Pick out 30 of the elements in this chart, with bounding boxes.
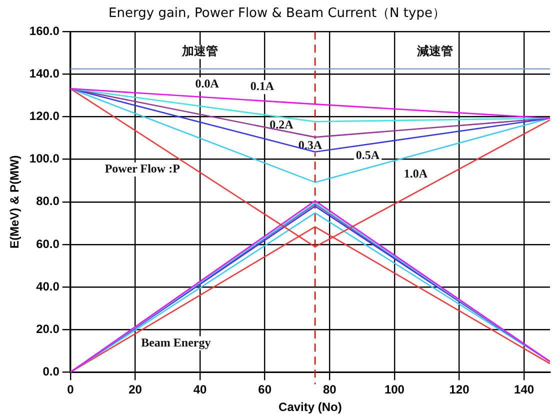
y-tick-label: 0.0: [42, 364, 60, 379]
y-tick-label: 60.0: [36, 236, 60, 251]
annotation: 0.3A: [298, 138, 322, 152]
annotation: 0.2A: [270, 117, 294, 132]
y-tick-label: 140.0: [29, 66, 60, 80]
annotation: Power Flow :P: [104, 162, 180, 176]
x-tick-label: 60: [258, 382, 272, 397]
annotation: 減速管: [416, 44, 453, 58]
annotation: 1.0A: [404, 166, 428, 181]
chart-title: Energy gain, Power Flow & Beam Current（N type）: [108, 6, 446, 22]
annotation: 0.1A: [250, 79, 274, 94]
y-tick-label: 120.0: [29, 109, 60, 124]
annotation: 加速管: [180, 44, 218, 58]
x-axis-title: Cavity (No): [278, 400, 342, 414]
x-tick-label: 0: [67, 382, 74, 397]
annotation: Beam Energy: [141, 335, 211, 350]
x-tick-label: 40: [193, 382, 208, 397]
y-tick-label: 80.0: [36, 194, 60, 208]
y-tick-label: 160.0: [29, 24, 60, 38]
x-tick-label: 20: [128, 382, 142, 397]
y-tick-label: 40.0: [36, 279, 60, 294]
x-tick-label: 100: [384, 382, 405, 397]
x-tick-label: 140: [514, 382, 534, 397]
y-axis-title: E(MeV) & P(MW): [8, 155, 22, 249]
y-tick-label: 100.0: [29, 152, 60, 166]
annotation: 0.5A: [356, 148, 380, 162]
x-tick-label: 120: [449, 382, 470, 397]
annotation: 0.0A: [195, 76, 220, 90]
y-tick-label: 20.0: [36, 322, 60, 336]
x-tick-label: 80: [322, 382, 337, 397]
